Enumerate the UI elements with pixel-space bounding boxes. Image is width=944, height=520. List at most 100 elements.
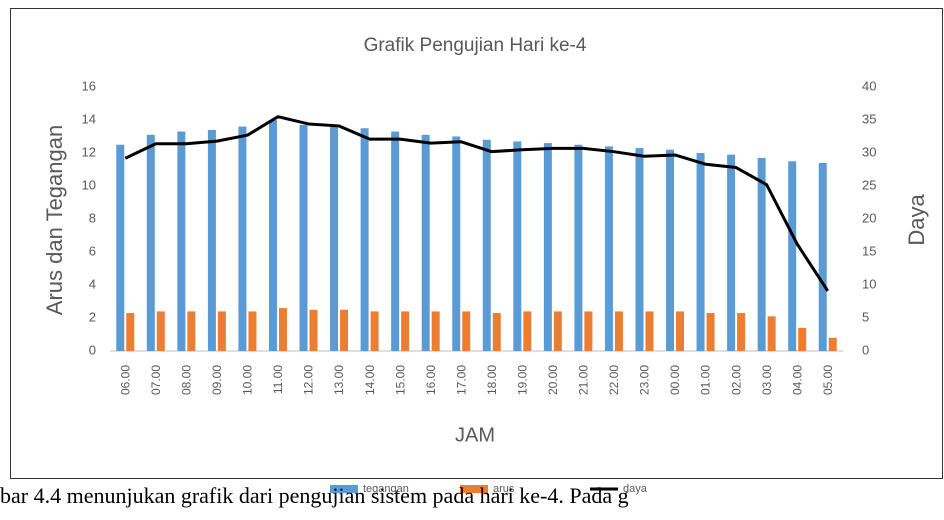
x-tick-label: 00.00 <box>668 365 682 395</box>
x-tick-label: 09.00 <box>210 365 224 395</box>
y-tick-label: 10 <box>82 177 96 192</box>
bar <box>146 134 155 351</box>
bar <box>635 148 644 351</box>
bar <box>543 143 552 351</box>
bar <box>737 313 746 351</box>
x-tick-label: 17.00 <box>454 365 468 395</box>
bar <box>523 311 532 351</box>
x-tick-label: 10.00 <box>241 365 255 395</box>
x-tick-label: 01.00 <box>699 365 713 395</box>
x-tick-label: 23.00 <box>638 365 652 395</box>
bar <box>207 129 216 351</box>
bar <box>513 141 522 351</box>
bar <box>706 313 715 351</box>
bar <box>727 154 736 351</box>
y2-tick-label: 35 <box>862 111 876 126</box>
bar <box>309 309 318 351</box>
x-tick-label: 12.00 <box>302 365 316 395</box>
bar <box>452 136 461 351</box>
y2-tick-label: 5 <box>862 309 869 324</box>
x-tick-label: 08.00 <box>180 365 194 395</box>
bar <box>645 311 654 351</box>
x-tick-label: 22.00 <box>607 365 621 395</box>
bar <box>666 149 675 351</box>
bar <box>492 313 501 351</box>
y2-tick-label: 20 <box>862 210 876 225</box>
bar <box>462 311 471 351</box>
bar <box>360 128 369 351</box>
bar <box>278 308 287 351</box>
bar <box>340 309 349 351</box>
bar <box>757 157 766 351</box>
x-tick-label: 11.00 <box>271 365 285 394</box>
y-tick-label: 4 <box>89 276 96 291</box>
y2-tick-label: 10 <box>862 276 876 291</box>
bar <box>574 144 583 351</box>
y-tick-label: 16 <box>82 78 96 93</box>
y-tick-label: 6 <box>89 243 96 258</box>
bar <box>401 311 410 351</box>
y-tick-label: 0 <box>89 342 96 357</box>
bar <box>248 311 257 351</box>
bar <box>553 311 562 351</box>
bar <box>798 327 807 351</box>
chart-title: Grafik Pengujian Hari ke-4 <box>364 35 587 56</box>
bar <box>431 311 440 351</box>
bar <box>370 311 379 351</box>
line <box>124 115 829 292</box>
y-tick-label: 2 <box>89 309 96 324</box>
x-tick-label: 14.00 <box>363 365 377 395</box>
legend-label: arus <box>493 483 515 495</box>
y2-tick-label: 40 <box>862 78 876 93</box>
x-tick-label: 18.00 <box>485 365 499 395</box>
x-tick-label: 13.00 <box>332 365 346 395</box>
bar <box>421 134 430 351</box>
y2-axis-title: Daya <box>904 194 929 246</box>
chart-frame <box>10 8 943 479</box>
bar <box>482 139 491 351</box>
y2-tick-label: 15 <box>862 243 876 258</box>
bar <box>818 162 827 351</box>
y-tick-label: 14 <box>82 111 96 126</box>
x-tick-label: 16.00 <box>424 365 438 395</box>
x-tick-label: 15.00 <box>393 365 407 395</box>
bar <box>126 313 135 351</box>
bar <box>788 161 797 351</box>
x-tick-label: 03.00 <box>760 365 774 395</box>
legend-label: daya <box>623 483 648 495</box>
paragraph: bar 4.4 menunjukan grafik dari pengujian… <box>0 483 629 508</box>
bar <box>696 153 705 351</box>
y-tick-label: 8 <box>89 210 96 225</box>
bar <box>177 131 186 351</box>
bar <box>116 144 125 351</box>
legend-swatch <box>330 485 358 493</box>
x-tick-label: 19.00 <box>515 365 529 395</box>
bar <box>828 337 837 351</box>
y-tick-label: 12 <box>82 144 96 159</box>
x-axis-title: JAM <box>455 424 495 446</box>
x-tick-label: 21.00 <box>577 365 591 395</box>
legend-label: tegangan <box>363 483 409 495</box>
x-tick-label: 20.00 <box>546 365 560 395</box>
y2-tick-label: 0 <box>862 342 869 357</box>
y-axis-title: Arus dan Tegangan <box>42 125 67 315</box>
bar <box>217 311 226 351</box>
y2-tick-label: 30 <box>862 144 876 159</box>
bar <box>330 126 339 351</box>
bar <box>584 311 593 351</box>
bar <box>268 120 277 351</box>
bar <box>156 311 165 351</box>
bar <box>604 146 613 351</box>
bar <box>391 131 400 351</box>
y2-tick-label: 25 <box>862 177 876 192</box>
bar <box>614 311 623 351</box>
x-tick-label: 06.00 <box>118 365 132 395</box>
x-tick-label: 04.00 <box>790 365 804 395</box>
bar <box>676 311 685 351</box>
x-tick-label: 02.00 <box>729 365 743 395</box>
x-tick-label: 05.00 <box>821 365 835 395</box>
bar <box>238 126 247 351</box>
bar <box>299 124 308 351</box>
legend-swatch <box>460 485 488 493</box>
